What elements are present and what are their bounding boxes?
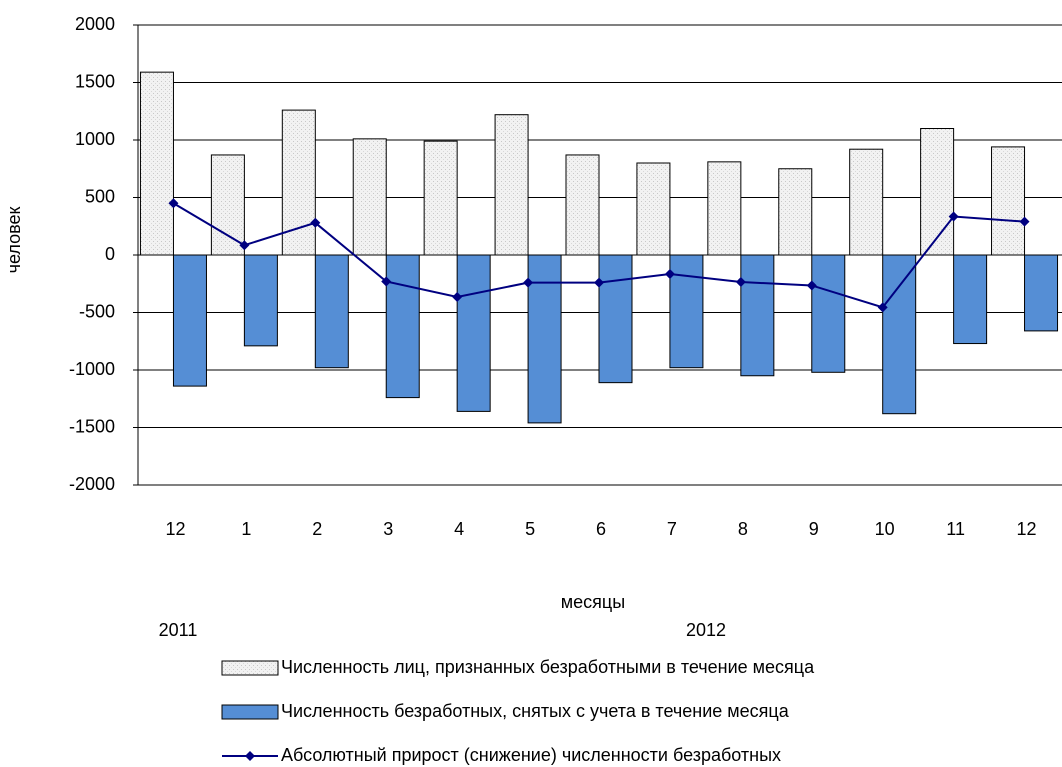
marker <box>948 211 959 222</box>
y-tick-label: 0 <box>105 244 115 264</box>
year-label: 2011 <box>159 620 198 640</box>
bar <box>811 254 846 373</box>
x-tick-label: 4 <box>454 519 464 539</box>
bar <box>1024 254 1059 332</box>
legend-marker <box>245 751 255 761</box>
x-axis-label: месяцы <box>561 592 625 612</box>
bar <box>920 128 955 256</box>
marker <box>523 277 534 288</box>
legend-label: Численность безработных, снятых с учета … <box>281 701 790 721</box>
x-tick-label: 2 <box>312 519 322 539</box>
legend-swatch <box>221 660 279 676</box>
marker <box>877 302 888 313</box>
bar <box>565 154 600 256</box>
bar <box>494 114 529 256</box>
bar <box>669 254 704 369</box>
marker <box>239 240 250 251</box>
y-tick-label: -1500 <box>69 416 115 436</box>
legend-label: Абсолютный прирост (снижение) численност… <box>281 745 781 765</box>
marker <box>168 198 179 209</box>
y-axis-label: человек <box>4 207 24 274</box>
bar <box>953 254 988 345</box>
marker <box>806 280 817 291</box>
y-tick-label: -1000 <box>69 359 115 379</box>
year-label: 2012 <box>686 620 726 640</box>
legend-swatch <box>221 704 279 720</box>
marker <box>452 291 463 302</box>
y-tick-label: -2000 <box>69 474 115 494</box>
bar <box>456 254 491 412</box>
marker <box>1019 216 1030 227</box>
marker <box>594 277 604 288</box>
legend-label: Численность лиц, признанных безработными… <box>281 657 815 677</box>
marker <box>735 277 746 288</box>
y-tick-label: 500 <box>85 186 115 206</box>
bar <box>314 254 349 369</box>
x-tick-label: 10 <box>875 519 895 539</box>
y-tick-label: -500 <box>79 301 115 321</box>
x-tick-label: 1 <box>241 519 251 539</box>
bar <box>172 254 207 387</box>
bar <box>139 71 174 256</box>
x-tick-label: 5 <box>525 519 535 539</box>
marker <box>310 217 321 228</box>
bar <box>882 254 917 415</box>
bar <box>598 254 633 384</box>
bar <box>281 109 316 256</box>
bar <box>849 148 884 256</box>
x-tick-label: 11 <box>946 519 965 539</box>
bar <box>707 161 742 256</box>
bar <box>636 162 671 256</box>
bar <box>243 254 278 347</box>
x-tick-label: 9 <box>809 519 819 539</box>
marker <box>381 276 392 287</box>
bar <box>778 168 813 256</box>
x-tick-label: 12 <box>1017 519 1037 539</box>
x-tick-label: 8 <box>738 519 748 539</box>
bar <box>352 138 387 256</box>
y-tick-label: 1000 <box>75 129 115 149</box>
bar <box>527 254 562 424</box>
y-tick-label: 1500 <box>75 71 115 91</box>
bar <box>385 254 420 399</box>
x-tick-label: 3 <box>383 519 393 539</box>
x-tick-label: 12 <box>165 519 185 539</box>
x-tick-label: 6 <box>596 519 606 539</box>
marker <box>664 268 675 279</box>
bar <box>210 154 245 256</box>
bar <box>423 140 458 256</box>
y-tick-label: 2000 <box>75 14 115 34</box>
bar <box>991 146 1026 256</box>
x-tick-label: 7 <box>667 519 677 539</box>
bar <box>740 254 775 377</box>
